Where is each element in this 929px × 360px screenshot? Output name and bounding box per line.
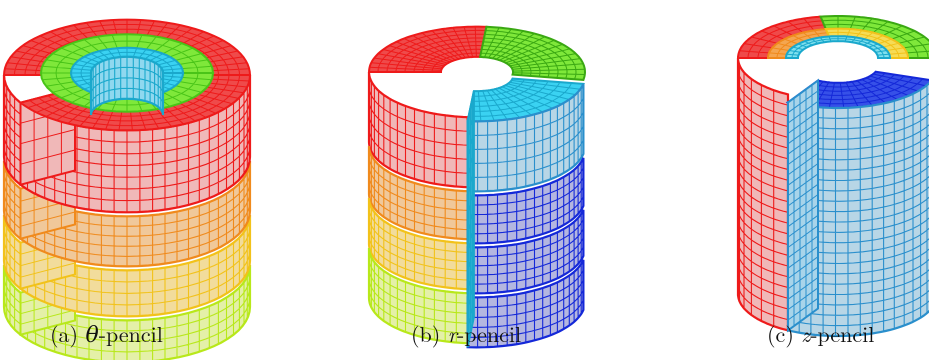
theta-inner-cyan-wall-grid (90, 56, 164, 113)
r-front-1-outer-wall-grid (467, 162, 584, 244)
r-front-0-outer-wall-grid (467, 88, 584, 192)
r-left-1-outer-wall-face (367, 145, 469, 241)
caption-a-symbol: θ (85, 318, 99, 349)
caption-b-prefix: (b) (411, 318, 448, 349)
z-top-red-grid (739, 18, 825, 58)
caption-b: (b) r-pencil (411, 318, 521, 349)
r-left-3-outer-wall-grid (368, 252, 468, 343)
z-top-orange-grid (769, 30, 828, 58)
r-left-2-outer-wall-grid (368, 202, 468, 289)
caption-b-suffix: -pencil (456, 318, 522, 349)
r-front-cut-grid (467, 96, 475, 343)
caption-b-symbol: r (447, 318, 457, 349)
caption-a: (a) θ-pencil (50, 318, 163, 349)
r-left-1-outer-wall-grid (368, 150, 468, 239)
r-left-0-outer-wall-face (367, 71, 469, 189)
caption-c: (c) z-pencil (767, 318, 874, 349)
r-front-3-outer-wall-grid (467, 264, 584, 348)
r-top-cyan-grid (468, 79, 581, 122)
r-left-0-outer-wall-grid (368, 76, 468, 187)
z-top-yellow-grid (827, 28, 907, 58)
caption-c-symbol: z (801, 318, 811, 349)
caption-c-suffix: -pencil (810, 318, 875, 349)
caption-c-prefix: (c) (767, 318, 802, 349)
panel-b-r-pencil-cylinder (367, 25, 587, 349)
z-left-red-wall-grid (737, 65, 789, 327)
r-front-2-outer-wall-grid (467, 214, 584, 294)
panel-c-z-pencil-cylinder (736, 15, 929, 338)
z-top-cyan-inner-grid (786, 36, 890, 59)
z-top-green-grid (822, 16, 929, 59)
z-front-cut-grid (787, 84, 819, 326)
panel-a-theta-pencil-cylinder (2, 18, 252, 360)
caption-a-prefix: (a) (50, 318, 86, 349)
r-top-green-grid (480, 27, 585, 80)
caption-a-suffix: -pencil (98, 318, 163, 349)
r-top-red-grid (369, 26, 486, 73)
r-left-2-outer-wall-face (367, 197, 469, 291)
theta-top-green-ring-grid (41, 34, 212, 112)
